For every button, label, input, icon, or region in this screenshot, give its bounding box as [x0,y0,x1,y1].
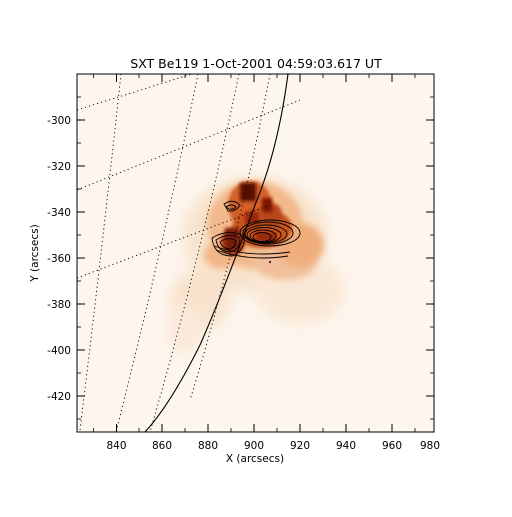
x-tick-labels: 840 860 880 900 920 940 960 980 [106,440,440,452]
y-tick-label: -360 [47,253,71,265]
plot-frame [76,73,435,433]
minor-ticks [77,74,434,432]
x-tick-label: 920 [290,440,310,452]
y-tick-label: -300 [47,115,71,127]
y-axis-label: Y (arcsecs) [29,224,41,282]
heliographic-grid [77,74,301,432]
y-tick-label: -400 [47,345,71,357]
solar-limb [144,74,289,432]
x-tick-label: 900 [244,440,264,452]
y-tick-labels: -300 -320 -340 -360 -380 -400 -420 [47,115,71,403]
y-tick-label: -340 [47,207,71,219]
x-tick-label: 880 [198,440,218,452]
y-tick-label: -320 [47,161,71,173]
y-tick-label: -420 [47,391,71,403]
y-major-ticks [77,119,434,397]
x-major-ticks [116,74,393,432]
plot-area [77,74,434,432]
y-tick-label: -380 [47,299,71,311]
hxr-contours [211,200,301,259]
x-tick-label: 940 [336,440,356,452]
x-tick-label: 860 [152,440,172,452]
figure-title: SXT Be119 1-Oct-2001 04:59:03.617 UT [130,56,382,71]
x-axis-label: X (arcsecs) [226,453,284,465]
x-tick-label: 840 [106,440,126,452]
marker-dot [269,261,271,263]
x-tick-label: 980 [420,440,440,452]
x-tick-label: 960 [382,440,402,452]
